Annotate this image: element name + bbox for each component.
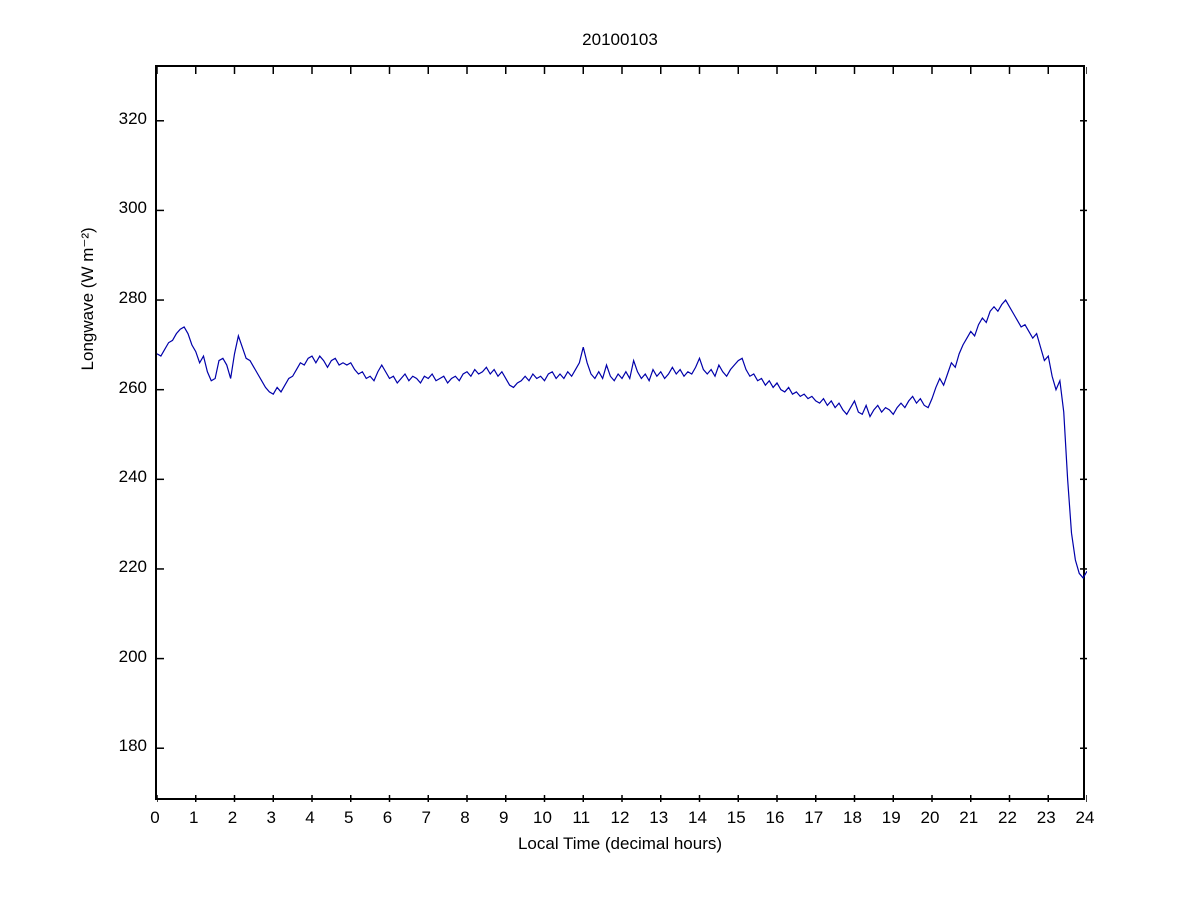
x-tick-label: 11 [572,808,591,827]
x-tick-label: 20 [920,808,940,827]
plot-area [155,65,1087,802]
x-tick-label: 24 [1075,808,1095,827]
x-tick-label: 17 [804,808,824,827]
x-tick-label: 15 [726,808,746,827]
x-tick-label: 5 [344,808,354,827]
x-tick-label: 10 [533,808,552,827]
x-tick-label: 22 [998,808,1017,827]
x-tick-label: 14 [688,808,707,827]
x-tick-label: 1 [189,808,199,827]
x-tick-label: 12 [610,808,630,827]
x-tick-label: 16 [765,808,785,827]
y-tick-label: 240 [118,467,147,487]
x-tick-label: 4 [305,808,315,827]
x-tick-label: 0 [150,808,160,827]
x-tick-label: 7 [421,808,431,827]
x-tick-label: 21 [959,808,979,827]
x-tick-label: 23 [1036,808,1056,827]
y-tick-label: 320 [118,108,147,128]
longwave-data-line [157,299,1087,579]
y-tick-label: 260 [118,377,147,397]
x-tick-label: 2 [227,808,238,827]
x-tick-label: 18 [843,808,862,827]
x-tick-label: 6 [382,808,393,827]
plot-canvas [157,67,1087,802]
x-axis-label: Local Time (decimal hours) [517,834,723,853]
x-tick-label: 9 [499,808,509,827]
y-tick-label: 220 [118,556,147,576]
y-tick-label: 300 [118,198,147,218]
y-tick-label: 180 [118,736,147,756]
y-axis-label: Longwave (W m⁻²) [78,227,97,371]
x-tick-label: 19 [881,808,901,827]
y-tick-label: 200 [118,646,147,666]
x-tick-label: 3 [266,808,276,827]
x-tick-label: 13 [649,808,669,827]
chart-title: 20100103 [582,30,658,49]
y-tick-label: 280 [118,288,147,308]
x-tick-label: 8 [460,808,470,827]
